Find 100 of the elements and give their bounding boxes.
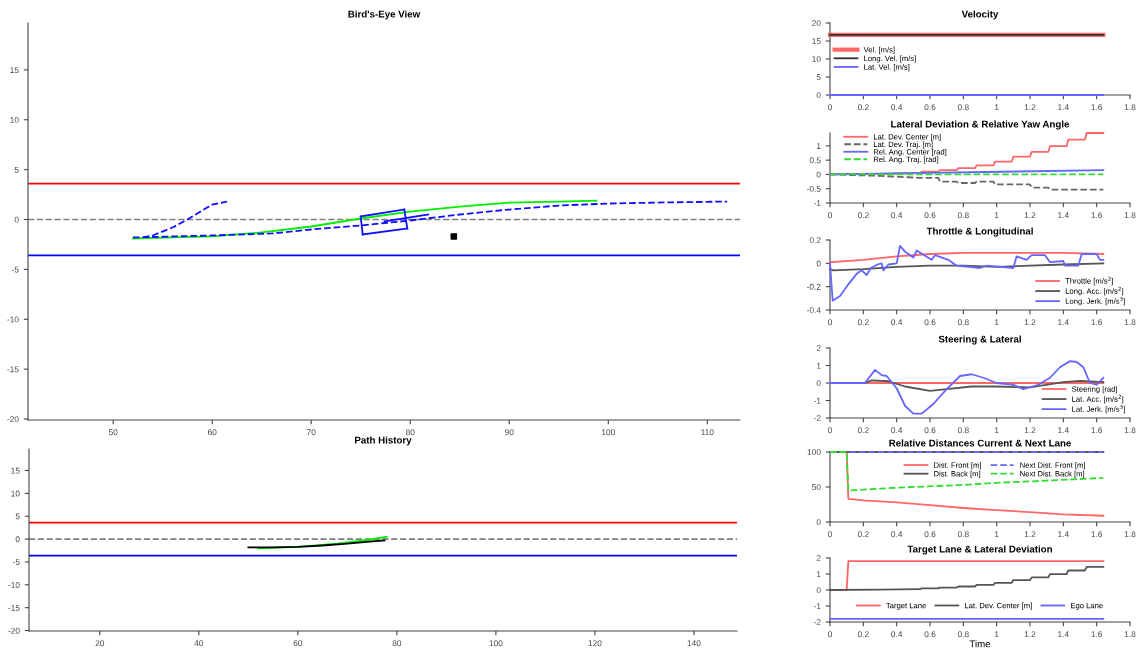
x-tick-label: 1.6 — [1091, 427, 1103, 434]
x-tick-label: 0.2 — [857, 104, 869, 111]
x-tick-label: 80 — [405, 429, 415, 436]
x-tick-label: 1.4 — [1058, 212, 1069, 219]
x-tick-label: 0.2 — [857, 319, 869, 326]
x-tick-label: 1.8 — [1124, 631, 1136, 638]
x-tick-label: 0.2 — [857, 212, 869, 219]
x-tick-label: 0.2 — [857, 531, 869, 538]
y-tick-label: -15 — [8, 604, 20, 611]
x-tick-label: 0 — [828, 319, 832, 326]
x-tick-label: 0.6 — [924, 212, 936, 219]
x-tick-label: 0.8 — [957, 427, 969, 434]
x-tick-label: 1.2 — [1024, 104, 1036, 111]
y-tick-label: -20 — [8, 627, 20, 634]
x-tick-label: 0.6 — [924, 319, 936, 326]
y-tick-label: 1 — [816, 143, 821, 149]
x-tick-label: 1 — [994, 427, 999, 434]
x-tick-label: 90 — [505, 429, 514, 436]
y-tick-label: 10 — [812, 56, 821, 63]
x-tick-label: 0 — [828, 631, 832, 638]
x-tick-label: 0.4 — [891, 212, 903, 219]
x-tick-label: 1.2 — [1024, 531, 1036, 538]
x-tick-label: 0.4 — [891, 319, 903, 326]
x-tick-label: 1.2 — [1024, 212, 1036, 219]
x-tick-label: 0.8 — [957, 104, 969, 111]
x-tick-label: 0.4 — [891, 427, 903, 434]
x-tick-label: 110 — [701, 429, 714, 436]
x-tick-label: 1.4 — [1058, 531, 1069, 538]
x-tick-label: 0.8 — [957, 212, 969, 219]
x-axis-title: Time — [969, 640, 991, 648]
x-tick-label: 1.8 — [1124, 104, 1136, 111]
x-tick-label: 1.6 — [1091, 631, 1103, 638]
chart-title: Relative Distances Current & Next Lane — [889, 439, 1071, 447]
x-tick-label: 0.2 — [857, 631, 869, 638]
x-tick-label: 1 — [994, 212, 999, 219]
x-tick-label: 0.8 — [957, 631, 969, 638]
y-tick-label: -1 — [813, 200, 821, 207]
x-tick-label: 1.4 — [1058, 631, 1069, 638]
x-tick-label: 1.4 — [1058, 427, 1069, 434]
y-tick-label: 100 — [807, 449, 821, 456]
chart-title: Throttle & Longitudinal — [926, 227, 1033, 237]
y-tick-label: 50 — [812, 484, 821, 491]
x-tick-label: 0.6 — [924, 631, 936, 638]
y-tick-label: 0.5 — [809, 157, 821, 164]
y-tick-label: 0 — [816, 587, 821, 594]
x-tick-label: 0.4 — [891, 631, 903, 638]
x-tick-label: 120 — [588, 640, 602, 647]
x-tick-label: 80 — [392, 640, 402, 647]
y-tick-label: 5 — [15, 513, 20, 520]
chart-title: Velocity — [961, 10, 999, 20]
x-tick-label: 0.8 — [957, 319, 969, 326]
x-tick-label: 0 — [828, 212, 832, 219]
x-tick-label: 1 — [994, 631, 999, 638]
y-tick-label: 2 — [816, 345, 821, 352]
y-tick-label: -20 — [7, 416, 19, 423]
y-tick-label: 10 — [10, 116, 19, 123]
x-tick-label: 0.6 — [924, 531, 936, 538]
x-tick-label: 1.6 — [1091, 212, 1103, 219]
y-tick-label: 0 — [816, 380, 821, 387]
y-tick-label: 0 — [816, 171, 821, 178]
chart-title: Bird's-Eye View — [348, 10, 421, 20]
y-tick-label: 0 — [816, 519, 821, 526]
y-tick-label: 15 — [11, 467, 20, 474]
x-tick-label: 1 — [994, 319, 999, 326]
x-tick-label: 1.2 — [1024, 427, 1036, 434]
y-tick-label: 0 — [15, 536, 20, 543]
x-tick-label: 0.8 — [957, 531, 969, 538]
x-tick-label: 0.4 — [891, 531, 903, 538]
x-tick-label: 1.8 — [1124, 319, 1136, 326]
x-tick-label: 1.6 — [1091, 531, 1103, 538]
y-tick-label: -2 — [813, 415, 821, 422]
y-tick-label: -10 — [8, 582, 20, 588]
y-tick-label: -0.4 — [806, 307, 821, 314]
x-tick-label: 60 — [293, 640, 303, 647]
y-tick-label: -1 — [813, 397, 821, 404]
x-tick-label: 1.8 — [1124, 427, 1136, 434]
x-tick-label: 1 — [994, 531, 999, 538]
y-tick-label: 5 — [14, 166, 19, 173]
y-tick-label: -5 — [12, 559, 20, 566]
x-tick-label: 1.8 — [1124, 212, 1136, 219]
y-tick-label: -0.2 — [806, 283, 821, 290]
chart-title: Target Lane & Lateral Deviation — [907, 545, 1052, 555]
x-tick-label: 0 — [828, 427, 832, 434]
y-tick-label: 10 — [11, 490, 20, 497]
x-tick-label: 140 — [687, 640, 701, 647]
chart-title: Lateral Deviation & Relative Yaw Angle — [891, 120, 1070, 130]
chart-title: Path History — [355, 436, 412, 446]
y-tick-label: -5 — [11, 266, 19, 273]
x-tick-label: 100 — [489, 640, 503, 647]
x-tick-label: 0.6 — [924, 427, 936, 434]
x-tick-label: 1.6 — [1091, 104, 1103, 111]
x-tick-label: 1.2 — [1024, 631, 1036, 638]
y-tick-label: 0.2 — [809, 237, 821, 244]
x-tick-label: 1 — [994, 104, 999, 111]
y-tick-label: 1 — [816, 362, 821, 369]
chart-title: Steering & Lateral — [938, 335, 1021, 345]
y-tick-label: 5 — [816, 74, 821, 81]
x-tick-label: 40 — [194, 640, 204, 647]
y-tick-label: 0 — [816, 92, 821, 99]
x-tick-label: 60 — [207, 429, 217, 436]
